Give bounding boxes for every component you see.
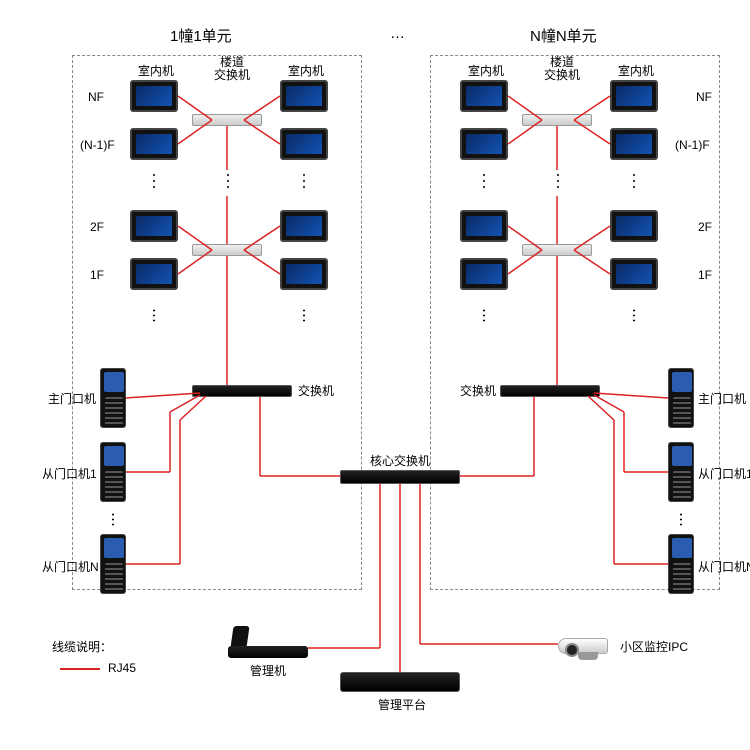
legend-title: 线缆说明： [52,638,112,655]
floor-switch [192,114,262,126]
unit-switch [192,385,292,397]
lbl-door-subn-l: 从门口机N [42,558,99,575]
monitor [460,258,508,290]
diagram-canvas: 1幢1单元 … N幢N单元 室内机 楼道交换机 室内机 室内机 楼道交换机 室内… [0,0,750,750]
monitor [460,80,508,112]
vdots-icon [482,308,486,322]
lbl-indoor-l2: 室内机 [288,62,324,79]
lbl-indoor-r1: 室内机 [468,62,504,79]
lbl-indoor-l1: 室内机 [138,62,174,79]
floor-lbl: 2F [698,220,712,234]
monitor [130,80,178,112]
vdots-icon [302,308,306,322]
door-sub1 [100,442,126,502]
monitor [610,128,658,160]
vdots-icon [152,172,156,192]
lbl-door-main-l: 主门口机 [48,390,96,407]
vdots-icon [556,172,560,192]
vdots-icon [111,512,115,526]
lbl-switch-l: 交换机 [298,382,334,399]
vdots-icon [152,308,156,322]
monitor [610,80,658,112]
vdots-icon [226,172,230,192]
monitor [610,258,658,290]
floor-lbl: 2F [90,220,104,234]
vdots-icon [679,512,683,526]
core-switch [340,470,460,484]
lbl-indoor-r2: 室内机 [618,62,654,79]
monitor [460,210,508,242]
vdots-icon [482,172,486,192]
monitor [130,128,178,160]
floor-lbl: (N-1)F [675,138,710,152]
title-right: N幢N单元 [530,25,597,46]
floor-switch [522,244,592,256]
door-subn [100,534,126,594]
lbl-door-sub1-l: 从门口机1 [42,465,97,482]
lbl-ipc: 小区监控IPC [620,638,688,655]
ipc-camera [548,632,618,662]
mgmt-platform [340,672,460,692]
unit-switch [500,385,600,397]
lbl-door-subn-r: 从门口机N [698,558,750,575]
floor-switch [522,114,592,126]
monitor [280,258,328,290]
lbl-mgr: 管理机 [250,662,286,679]
lbl-door-sub1-r: 从门口机1 [698,465,750,482]
door-subn [668,534,694,594]
vdots-icon [632,308,636,322]
floor-lbl: 1F [90,268,104,282]
monitor [280,128,328,160]
lbl-switch-r: 交换机 [460,382,496,399]
floor-lbl: (N-1)F [80,138,115,152]
vdots-icon [632,172,636,192]
floor-lbl: NF [88,90,104,104]
monitor [610,210,658,242]
lbl-core: 核心交换机 [370,452,430,469]
title-dots: … [390,25,405,42]
door-main [100,368,126,428]
legend-line [60,668,100,670]
monitor [280,80,328,112]
lbl-platform: 管理平台 [378,696,426,713]
title-left: 1幢1单元 [170,25,232,46]
legend-rj45: RJ45 [108,661,136,675]
floor-lbl: 1F [698,268,712,282]
floor-lbl: NF [696,90,712,104]
door-main [668,368,694,428]
monitor [460,128,508,160]
lbl-floorsw-r: 楼道交换机 [544,56,580,82]
monitor [280,210,328,242]
monitor [130,210,178,242]
door-sub1 [668,442,694,502]
lbl-door-main-r: 主门口机 [698,390,746,407]
monitor [130,258,178,290]
vdots-icon [302,172,306,192]
lbl-floorsw-l: 楼道交换机 [214,56,250,82]
floor-switch [192,244,262,256]
mgr-station [228,632,308,658]
